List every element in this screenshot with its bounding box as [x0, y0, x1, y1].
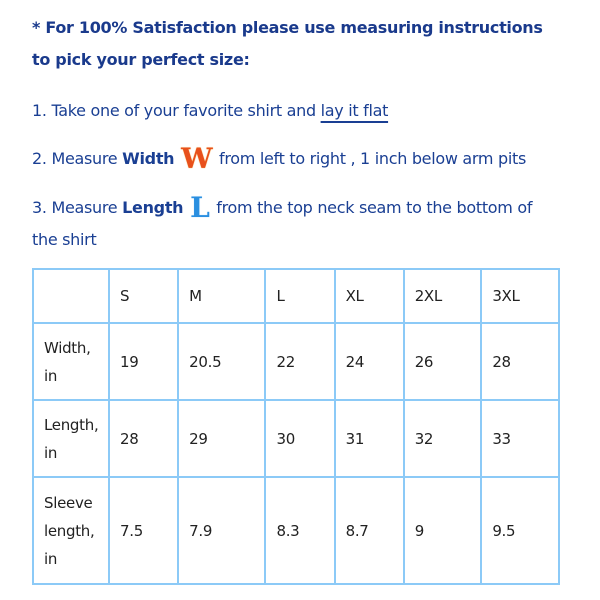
cell: 33: [480, 399, 560, 478]
step-2-text: 2. Measure: [32, 149, 123, 168]
row-label: Width, in: [32, 322, 110, 401]
step-1-text: 1. Take one of your favorite shirt and: [32, 101, 321, 120]
cell: 8.7: [333, 476, 405, 585]
cell: 24: [333, 322, 405, 401]
width-label: Width: [122, 149, 175, 168]
cell: 28: [480, 322, 560, 401]
step-3-text: 3. Measure: [32, 198, 123, 217]
header-cell: [32, 268, 110, 324]
cell: 7.5: [107, 476, 180, 585]
cell: 29: [177, 399, 267, 478]
header-cell: L: [264, 268, 336, 324]
cell: 28: [107, 399, 180, 478]
header-cell: 3XL: [480, 268, 560, 324]
row-label: Sleeve length, in: [32, 476, 110, 585]
row-label: Length, in: [32, 399, 110, 478]
cell: 32: [402, 399, 483, 478]
lay-it-flat-link[interactable]: lay it flat: [320, 101, 389, 120]
header-cell: M: [177, 268, 267, 324]
size-chart-table: S M L XL 2XL 3XL Width, in 19 20.5 22 24 …: [32, 268, 560, 585]
length-l-icon: L: [190, 191, 210, 224]
cell: 7.9: [177, 476, 267, 585]
cell: 26: [402, 322, 483, 401]
step-3: 3. Measure Length L from the top neck se…: [32, 191, 533, 224]
cell: 31: [333, 399, 405, 478]
cell: 30: [264, 399, 336, 478]
heading-line-1: * For 100% Satisfaction please use measu…: [32, 18, 543, 37]
cell: 22: [264, 322, 336, 401]
cell: 19: [107, 322, 180, 401]
step-2-suffix: from left to right , 1 inch below arm pi…: [214, 149, 527, 168]
header-cell: XL: [333, 268, 405, 324]
header-cell: 2XL: [402, 268, 483, 324]
table-header-row: S M L XL 2XL 3XL: [32, 268, 560, 324]
cell: 8.3: [264, 476, 336, 585]
table-row: Width, in 19 20.5 22 24 26 28: [32, 322, 560, 401]
cell: 9.5: [480, 476, 560, 585]
table-row: Sleeve length, in 7.5 7.9 8.3 8.7 9 9.5: [32, 476, 560, 585]
cell: 20.5: [177, 322, 267, 401]
step-1: 1. Take one of your favorite shirt and l…: [32, 101, 388, 120]
header-cell: S: [107, 268, 180, 324]
width-w-icon: W: [181, 142, 213, 175]
step-3-suffix: from the top neck seam to the bottom of: [211, 198, 533, 217]
step-3-continuation: the shirt: [32, 230, 97, 249]
heading-line-2: to pick your perfect size:: [32, 50, 250, 69]
step-2: 2. Measure Width W from left to right , …: [32, 142, 527, 175]
table-row: Length, in 28 29 30 31 32 33: [32, 399, 560, 478]
length-label: Length: [122, 198, 184, 217]
cell: 9: [402, 476, 483, 585]
